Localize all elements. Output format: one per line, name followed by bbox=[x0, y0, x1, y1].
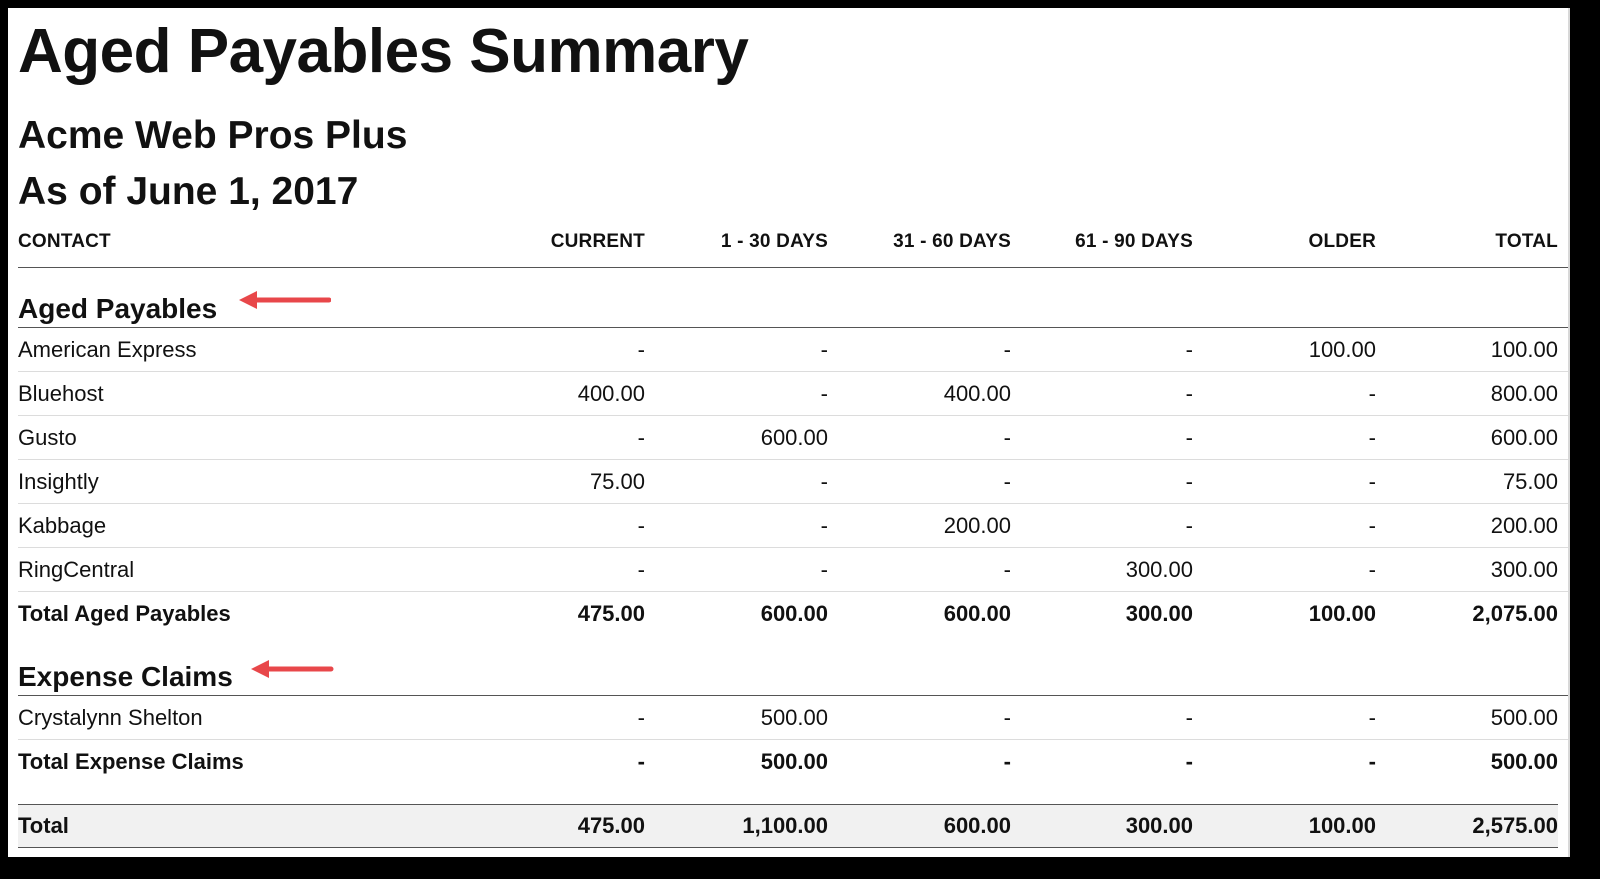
d31-60-value: - bbox=[1003, 469, 1011, 494]
contact-name[interactable]: RingCentral bbox=[18, 557, 135, 582]
d61-90-value: - bbox=[1185, 337, 1193, 362]
table-row[interactable]: American Express - - - - 100.00 100.00 bbox=[18, 328, 1570, 372]
d1-30-value: 600.00 bbox=[760, 425, 828, 450]
annotation-arrow-icon bbox=[239, 291, 331, 309]
older-value: - bbox=[1368, 513, 1376, 538]
section-header-aged-payables: Aged Payables bbox=[18, 284, 1570, 328]
column-header-31-60-days[interactable]: 31 - 60 DAYS bbox=[893, 231, 1011, 252]
contact-name[interactable]: Kabbage bbox=[18, 513, 107, 538]
older-value: - bbox=[1368, 469, 1376, 494]
company-name: Acme Web Pros Plus bbox=[18, 114, 408, 157]
annotation-arrow-icon bbox=[251, 660, 334, 678]
total-value: 100.00 bbox=[1490, 337, 1558, 362]
column-header-row: CONTACT CURRENT 1 - 30 DAYS 31 - 60 DAYS… bbox=[18, 230, 1570, 268]
section-total-label: Total Aged Payables bbox=[18, 601, 231, 626]
older-value: 100.00 bbox=[1308, 337, 1376, 362]
current-total: - bbox=[637, 749, 645, 774]
d61-90-value: - bbox=[1185, 469, 1193, 494]
d31-60-total: - bbox=[1003, 749, 1011, 774]
grand-total-1-30: 1,100.00 bbox=[742, 813, 828, 838]
d61-90-value: 300.00 bbox=[1125, 557, 1193, 582]
section-total-row: Total Expense Claims - 500.00 - - - 500.… bbox=[18, 740, 1570, 784]
section-label: Aged Payables bbox=[18, 293, 218, 324]
grand-total-31-60: 600.00 bbox=[943, 813, 1011, 838]
total-total: 2,075.00 bbox=[1472, 601, 1558, 626]
d61-90-total: - bbox=[1185, 749, 1193, 774]
total-value: 600.00 bbox=[1490, 425, 1558, 450]
grand-total-row: Total 475.00 1,100.00 600.00 300.00 100.… bbox=[18, 804, 1558, 848]
table-row[interactable]: Bluehost 400.00 - 400.00 - - 800.00 bbox=[18, 372, 1570, 416]
total-value: 500.00 bbox=[1490, 705, 1558, 730]
table-row[interactable]: Crystalynn Shelton - 500.00 - - - 500.00 bbox=[18, 696, 1570, 740]
grand-total-older: 100.00 bbox=[1308, 813, 1376, 838]
d61-90-value: - bbox=[1185, 425, 1193, 450]
current-value: 75.00 bbox=[589, 469, 645, 494]
d1-30-value: - bbox=[820, 337, 828, 362]
table-row[interactable]: Gusto - 600.00 - - - 600.00 bbox=[18, 416, 1570, 460]
older-total: - bbox=[1368, 749, 1376, 774]
total-value: 200.00 bbox=[1490, 513, 1558, 538]
column-header-61-90-days[interactable]: 61 - 90 DAYS bbox=[1075, 231, 1193, 252]
grand-total-label: Total bbox=[18, 813, 69, 838]
d1-30-value: 500.00 bbox=[760, 705, 828, 730]
d31-60-total: 600.00 bbox=[943, 601, 1011, 626]
d31-60-value: - bbox=[1003, 705, 1011, 730]
d61-90-total: 300.00 bbox=[1125, 601, 1193, 626]
d61-90-value: - bbox=[1185, 381, 1193, 406]
report-date: As of June 1, 2017 bbox=[18, 170, 359, 213]
older-total: 100.00 bbox=[1308, 601, 1376, 626]
column-header-current[interactable]: CURRENT bbox=[550, 231, 645, 252]
d31-60-value: - bbox=[1003, 557, 1011, 582]
d1-30-value: - bbox=[820, 557, 828, 582]
d1-30-total: 600.00 bbox=[760, 601, 828, 626]
section-label: Expense Claims bbox=[18, 661, 233, 692]
table-row[interactable]: RingCentral - - - 300.00 - 300.00 bbox=[18, 548, 1570, 592]
d1-30-total: 500.00 bbox=[760, 749, 828, 774]
current-value: - bbox=[637, 513, 645, 538]
current-value: - bbox=[637, 705, 645, 730]
total-value: 800.00 bbox=[1490, 381, 1558, 406]
d1-30-value: - bbox=[820, 469, 828, 494]
d31-60-value: - bbox=[1003, 337, 1011, 362]
d61-90-value: - bbox=[1185, 513, 1193, 538]
grand-total-current: 475.00 bbox=[577, 813, 645, 838]
table-row[interactable]: Insightly 75.00 - - - - 75.00 bbox=[18, 460, 1570, 504]
older-value: - bbox=[1368, 557, 1376, 582]
column-header-older[interactable]: OLDER bbox=[1308, 231, 1376, 252]
section-header-expense-claims: Expense Claims bbox=[18, 652, 1570, 696]
total-value: 75.00 bbox=[1502, 469, 1558, 494]
section-total-row: Total Aged Payables 475.00 600.00 600.00… bbox=[18, 592, 1570, 636]
contact-name[interactable]: American Express bbox=[18, 337, 197, 362]
older-value: - bbox=[1368, 381, 1376, 406]
contact-name[interactable]: Insightly bbox=[18, 469, 99, 494]
contact-name[interactable]: Bluehost bbox=[18, 381, 104, 406]
d31-60-value: 400.00 bbox=[943, 381, 1011, 406]
report-title: Aged Payables Summary bbox=[18, 17, 749, 86]
current-value: - bbox=[637, 425, 645, 450]
current-total: 475.00 bbox=[577, 601, 645, 626]
table-row[interactable]: Kabbage - - 200.00 - - 200.00 bbox=[18, 504, 1570, 548]
d61-90-value: - bbox=[1185, 705, 1193, 730]
contact-name[interactable]: Crystalynn Shelton bbox=[18, 705, 203, 730]
column-header-contact[interactable]: CONTACT bbox=[18, 231, 111, 252]
older-value: - bbox=[1368, 425, 1376, 450]
total-total: 500.00 bbox=[1490, 749, 1558, 774]
d31-60-value: 200.00 bbox=[943, 513, 1011, 538]
older-value: - bbox=[1368, 705, 1376, 730]
grand-total-61-90: 300.00 bbox=[1125, 813, 1193, 838]
grand-total-total: 2,575.00 bbox=[1472, 813, 1558, 838]
contact-name[interactable]: Gusto bbox=[18, 425, 77, 450]
total-value: 300.00 bbox=[1490, 557, 1558, 582]
current-value: - bbox=[637, 337, 645, 362]
current-value: 400.00 bbox=[577, 381, 645, 406]
d1-30-value: - bbox=[820, 381, 828, 406]
current-value: - bbox=[637, 557, 645, 582]
column-header-total[interactable]: TOTAL bbox=[1495, 231, 1558, 252]
section-total-label: Total Expense Claims bbox=[18, 749, 244, 774]
d31-60-value: - bbox=[1003, 425, 1011, 450]
column-header-1-30-days[interactable]: 1 - 30 DAYS bbox=[720, 231, 828, 252]
d1-30-value: - bbox=[820, 513, 828, 538]
